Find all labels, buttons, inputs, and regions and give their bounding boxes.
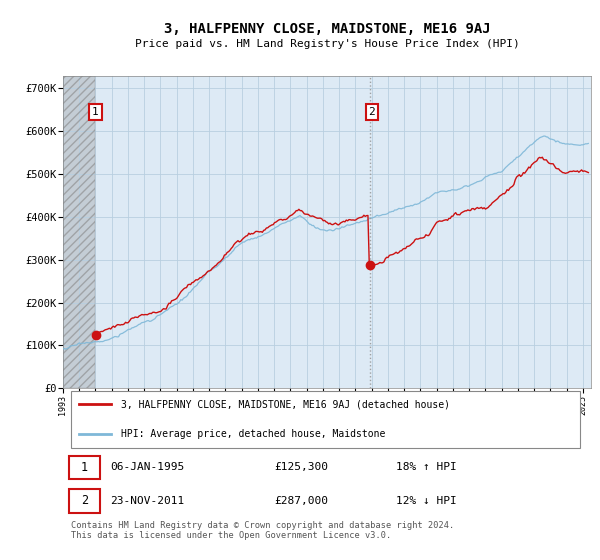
FancyBboxPatch shape [70, 456, 100, 479]
Text: 2: 2 [81, 494, 88, 507]
Text: 18% ↑ HPI: 18% ↑ HPI [395, 462, 457, 472]
Text: 1: 1 [92, 107, 99, 117]
Text: £125,300: £125,300 [274, 462, 328, 472]
Text: 3, HALFPENNY CLOSE, MAIDSTONE, ME16 9AJ: 3, HALFPENNY CLOSE, MAIDSTONE, ME16 9AJ [164, 22, 490, 36]
Text: Contains HM Land Registry data © Crown copyright and database right 2024.
This d: Contains HM Land Registry data © Crown c… [71, 521, 454, 540]
Text: HPI: Average price, detached house, Maidstone: HPI: Average price, detached house, Maid… [121, 429, 385, 439]
Text: 3, HALFPENNY CLOSE, MAIDSTONE, ME16 9AJ (detached house): 3, HALFPENNY CLOSE, MAIDSTONE, ME16 9AJ … [121, 399, 450, 409]
Text: 2: 2 [368, 107, 375, 117]
Bar [63, 76, 95, 388]
Text: £287,000: £287,000 [274, 496, 328, 506]
Text: 1: 1 [81, 461, 88, 474]
FancyBboxPatch shape [70, 489, 100, 513]
FancyBboxPatch shape [71, 391, 580, 447]
Text: 23-NOV-2011: 23-NOV-2011 [110, 496, 185, 506]
Bar [63, 76, 95, 388]
Text: 12% ↓ HPI: 12% ↓ HPI [395, 496, 457, 506]
Text: Price paid vs. HM Land Registry's House Price Index (HPI): Price paid vs. HM Land Registry's House … [134, 39, 520, 49]
Text: 06-JAN-1995: 06-JAN-1995 [110, 462, 185, 472]
